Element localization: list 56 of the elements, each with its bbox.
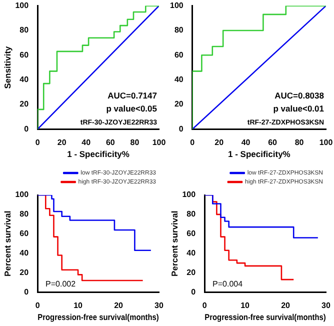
x-tick-label: 20 [281, 301, 291, 310]
x-tick-label: 40 [241, 138, 251, 148]
y-tick-label: 60 [174, 50, 184, 60]
y-tick-label: 40 [20, 248, 30, 258]
x-tick-label: 0 [35, 301, 40, 310]
x-tick-label: 10 [240, 301, 250, 310]
x-tick-label: 30 [154, 301, 164, 310]
y-tick-label: 100 [170, 1, 184, 10]
y-tick-label: 0 [178, 124, 184, 134]
x-tick-label: 60 [268, 138, 278, 148]
y-tick-label: 0 [24, 124, 30, 134]
x-tick-label: 100 [152, 138, 166, 148]
y-tick-label: 0 [191, 287, 196, 296]
x-tick-label: 0 [35, 138, 40, 148]
y-tick-label: 0 [24, 287, 30, 296]
y-axis-title: Sensitivity [2, 46, 12, 89]
y-axis-title: Percent survival [2, 210, 12, 276]
annotation: AUC=0.7147 [108, 90, 158, 100]
x-tick-label: 20 [214, 138, 224, 148]
x-tick-label: 30 [322, 301, 331, 310]
annotation: AUC=0.8038 [274, 90, 324, 100]
annotation: p value<0.01 [273, 103, 324, 114]
y-tick-label: 80 [186, 210, 196, 219]
y-tick-label: 60 [20, 229, 30, 238]
x-axis-title: 1 - Specificity% [228, 149, 291, 160]
annotation: P=0.002 [46, 279, 76, 288]
y-tick-label: 20 [186, 268, 196, 277]
x-tick-label: 80 [294, 138, 304, 148]
y-tick-label: 40 [186, 248, 196, 258]
y-tick-label: 40 [174, 75, 184, 84]
y-tick-label: 100 [15, 1, 30, 10]
x-tick-label: 60 [106, 138, 116, 148]
y-tick-label: 60 [20, 50, 30, 60]
annotation: P=0.004 [212, 279, 244, 288]
y-tick-label: 20 [20, 100, 30, 109]
x-tick-label: 80 [130, 138, 140, 148]
y-tick-label: 20 [174, 100, 184, 109]
x-axis-title: Progression-free survival(months) [38, 312, 160, 322]
x-tick-label: 20 [57, 138, 67, 148]
y-tick-label: 100 [182, 190, 196, 200]
x-tick-label: 10 [74, 301, 84, 310]
annotation: p value<0.05 [106, 103, 158, 114]
y-tick-label: 100 [15, 190, 30, 200]
x-tick-label: 0 [202, 301, 208, 310]
x-tick-label: 100 [319, 138, 334, 148]
y-tick-label: 40 [20, 75, 30, 84]
y-tick-label: 60 [186, 229, 196, 238]
y-tick-label: 80 [20, 26, 30, 35]
y-axis-title: Percent survival [169, 210, 180, 276]
x-axis-title: Progression-free survival(months) [204, 312, 326, 322]
x-tick-label: 40 [82, 138, 92, 148]
y-tick-label: 80 [20, 210, 30, 219]
x-tick-label: 20 [114, 301, 124, 310]
x-axis-title: 1 - Specificity% [67, 149, 130, 160]
y-tick-label: 20 [20, 268, 30, 277]
y-tick-label: 80 [174, 26, 184, 35]
